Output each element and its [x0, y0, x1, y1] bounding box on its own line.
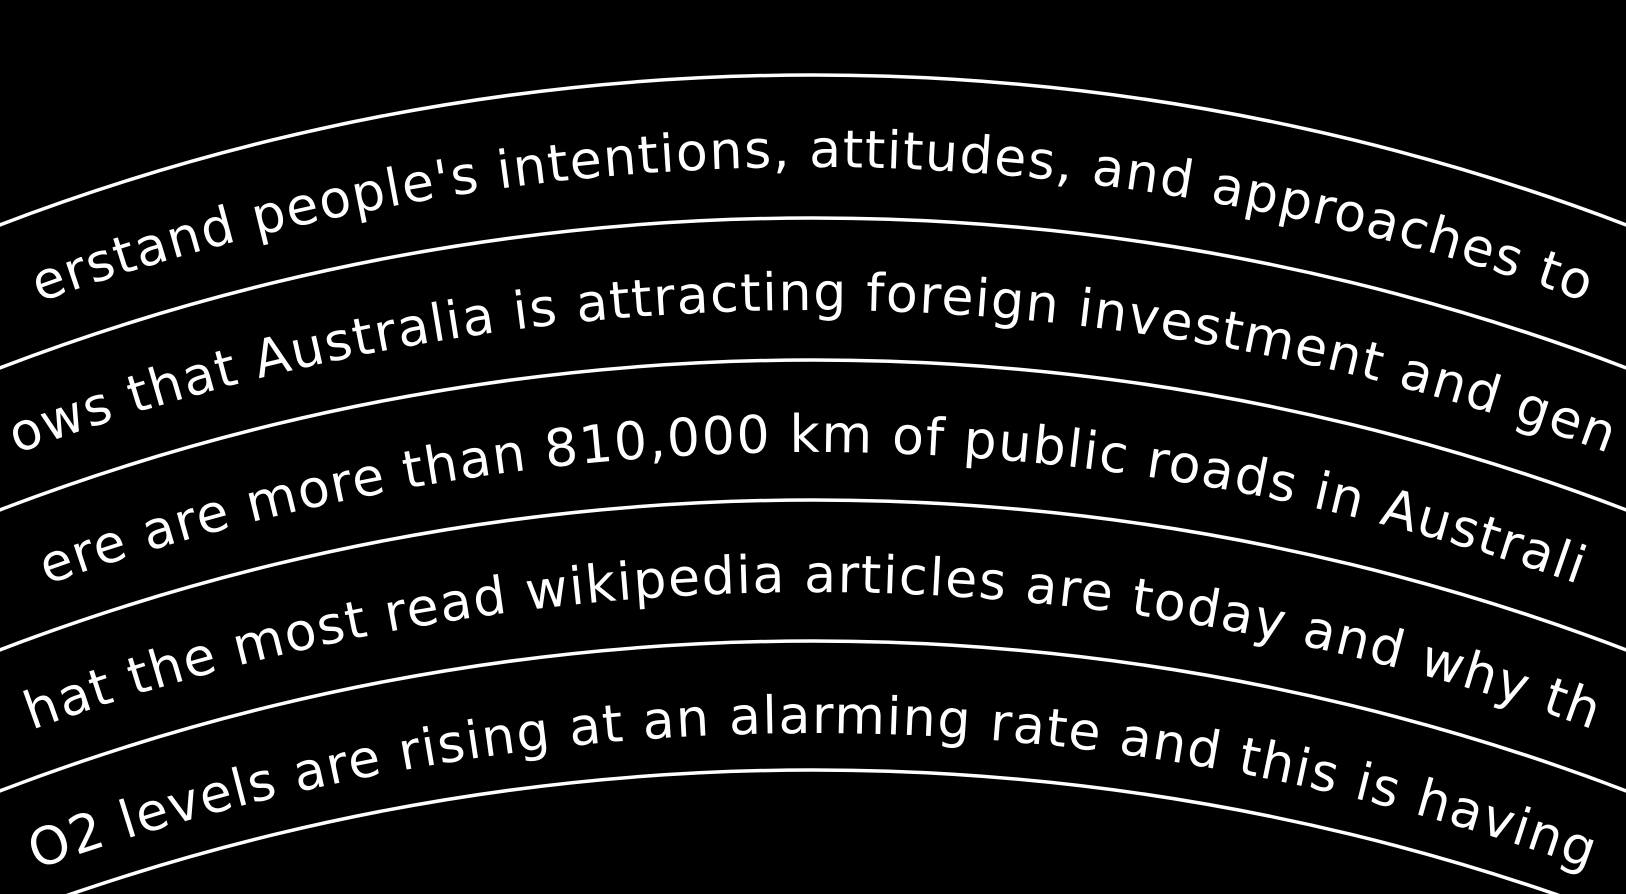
arc-line [0, 73, 1626, 227]
arc-line [0, 358, 1626, 512]
arc-line [0, 639, 1626, 793]
arc-line [0, 498, 1626, 652]
arc-line [66, 768, 1560, 894]
arc-line [0, 216, 1626, 370]
